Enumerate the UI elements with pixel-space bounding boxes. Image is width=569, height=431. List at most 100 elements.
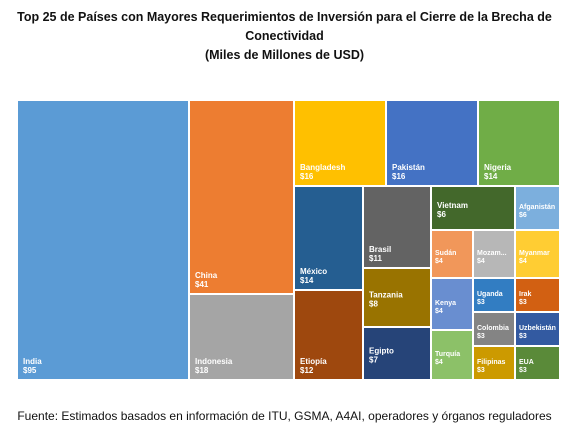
- treemap-rect-turquia: [432, 331, 472, 379]
- treemap-cell-afganistan: Afganistán$6: [516, 187, 559, 229]
- treemap-cell-vietnam: Vietnam$6: [432, 187, 514, 229]
- treemap-rect-uzbekistan: [516, 313, 559, 345]
- treemap-value-vietnam: $6: [437, 210, 446, 219]
- treemap-rect-afganistan: [516, 187, 559, 229]
- treemap-value-brasil: $11: [369, 254, 382, 263]
- chart-title-line-2: Conectividad: [245, 29, 324, 43]
- chart-subtitle: (Miles de Millones de USD): [204, 48, 365, 62]
- treemap-cell-kenya: Kenya$4: [432, 279, 472, 329]
- treemap-cell-eua: EUA$3: [516, 347, 559, 379]
- treemap-label-vietnam: Vietnam: [437, 201, 468, 210]
- treemap-value-etiopia: $12: [300, 366, 314, 375]
- treemap-value-uganda: $3: [477, 299, 485, 306]
- treemap-label-irak: Irak: [519, 291, 532, 298]
- source-footnote: Fuente: Estimados basados en información…: [17, 409, 552, 423]
- treemap-label-filipinas: Filipinas: [477, 359, 506, 366]
- treemap-value-sudan: $4: [435, 258, 443, 265]
- treemap-rect-tanzania: [364, 269, 430, 326]
- treemap-value-tanzania: $8: [369, 300, 378, 309]
- treemap-value-bangladesh: $16: [300, 172, 314, 181]
- treemap-value-mozam: $4: [477, 258, 485, 265]
- treemap-label-china: China: [195, 271, 218, 280]
- treemap-rect-china: [190, 101, 293, 293]
- treemap-rect-etiopia: [295, 291, 362, 379]
- treemap-cell-brasil: Brasil$11: [364, 187, 430, 267]
- treemap-rect-egipto: [364, 328, 430, 379]
- treemap-rect-uganda: [474, 279, 514, 311]
- treemap-value-eua: $3: [519, 367, 527, 374]
- treemap-rect-sudan: [432, 231, 472, 277]
- treemap-label-afganistan: Afganistán: [519, 204, 555, 211]
- treemap-rect-irak: [516, 279, 559, 311]
- chart-title-line-1: Top 25 de Países con Mayores Requerimien…: [17, 10, 552, 24]
- treemap-label-pakistan: Pakistán: [392, 163, 425, 172]
- treemap-label-mexico: México: [300, 267, 327, 276]
- treemap-rect-bangladesh: [295, 101, 385, 185]
- treemap-label-colombia: Colombia: [477, 325, 509, 332]
- treemap-cell-mozam: Mozam...$4: [474, 231, 514, 277]
- treemap-cell-mexico: México$14: [295, 187, 362, 289]
- treemap-cell-pakistan: Pakistán$16: [387, 101, 477, 185]
- treemap-label-turquia: Turquía: [435, 351, 460, 358]
- treemap-cell-filipinas: Filipinas$3: [474, 347, 514, 379]
- treemap-label-eua: EUA: [519, 359, 534, 366]
- treemap-label-nigeria: Nigeria: [484, 163, 512, 172]
- treemap-rect-vietnam: [432, 187, 514, 229]
- treemap-value-pakistan: $16: [392, 172, 406, 181]
- treemap-cell-irak: Irak$3: [516, 279, 559, 311]
- treemap-value-egipto: $7: [369, 356, 378, 365]
- treemap-label-uzbekistan: Uzbekistán: [519, 325, 556, 332]
- treemap-value-kenya: $4: [435, 308, 443, 315]
- treemap-cell-egipto: Egipto$7: [364, 328, 430, 379]
- treemap-rect-pakistan: [387, 101, 477, 185]
- treemap-cell-indonesia: Indonesia$18: [190, 295, 293, 379]
- treemap-label-brasil: Brasil: [369, 245, 391, 254]
- treemap-value-nigeria: $14: [484, 172, 498, 181]
- treemap-value-india: $95: [23, 366, 37, 375]
- treemap-rect-eua: [516, 347, 559, 379]
- treemap-label-tanzania: Tanzania: [369, 291, 403, 300]
- treemap-label-myanmar: Myanmar: [519, 250, 550, 257]
- chart-title: Top 25 de Países con Mayores Requerimien…: [0, 8, 569, 65]
- treemap-cell-uzbekistan: Uzbekistán$3: [516, 313, 559, 345]
- treemap-label-kenya: Kenya: [435, 300, 456, 307]
- treemap-label-mozam: Mozam...: [477, 250, 507, 257]
- treemap-value-china: $41: [195, 280, 209, 289]
- treemap-label-bangladesh: Bangladesh: [300, 163, 345, 172]
- treemap-value-indonesia: $18: [195, 366, 209, 375]
- treemap-value-filipinas: $3: [477, 367, 485, 374]
- treemap-value-afganistan: $6: [519, 212, 527, 219]
- treemap-rect-indonesia: [190, 295, 293, 379]
- treemap-value-myanmar: $4: [519, 258, 527, 265]
- treemap-label-etiopia: Etiopía: [300, 357, 327, 366]
- treemap-value-irak: $3: [519, 299, 527, 306]
- treemap-cell-india: India$95: [18, 101, 188, 379]
- treemap-cell-china: China$41: [190, 101, 293, 293]
- treemap-rect-mozam: [474, 231, 514, 277]
- treemap-cell-colombia: Colombia$3: [474, 313, 514, 345]
- treemap-value-colombia: $3: [477, 333, 485, 340]
- treemap-label-sudan: Sudán: [435, 250, 456, 257]
- treemap-label-egipto: Egipto: [369, 347, 394, 356]
- treemap-cell-turquia: Turquía$4: [432, 331, 472, 379]
- treemap-label-indonesia: Indonesia: [195, 357, 233, 366]
- treemap-rect-brasil: [364, 187, 430, 267]
- treemap-cell-sudan: Sudán$4: [432, 231, 472, 277]
- treemap-cell-bangladesh: Bangladesh$16: [295, 101, 385, 185]
- treemap-cell-myanmar: Myanmar$4: [516, 231, 559, 277]
- treemap-cell-uganda: Uganda$3: [474, 279, 514, 311]
- treemap-label-uganda: Uganda: [477, 291, 503, 298]
- treemap-value-mexico: $14: [300, 276, 314, 285]
- treemap-value-turquia: $4: [435, 359, 443, 366]
- treemap-rect-nigeria: [479, 101, 559, 185]
- treemap-cell-etiopia: Etiopía$12: [295, 291, 362, 379]
- treemap-rect-mexico: [295, 187, 362, 289]
- treemap-rect-myanmar: [516, 231, 559, 277]
- treemap-cell-nigeria: Nigeria$14: [479, 101, 559, 185]
- treemap-rect-colombia: [474, 313, 514, 345]
- treemap-value-uzbekistan: $3: [519, 333, 527, 340]
- treemap-rect-kenya: [432, 279, 472, 329]
- treemap-rect-india: [18, 101, 188, 379]
- treemap-label-india: India: [23, 357, 42, 366]
